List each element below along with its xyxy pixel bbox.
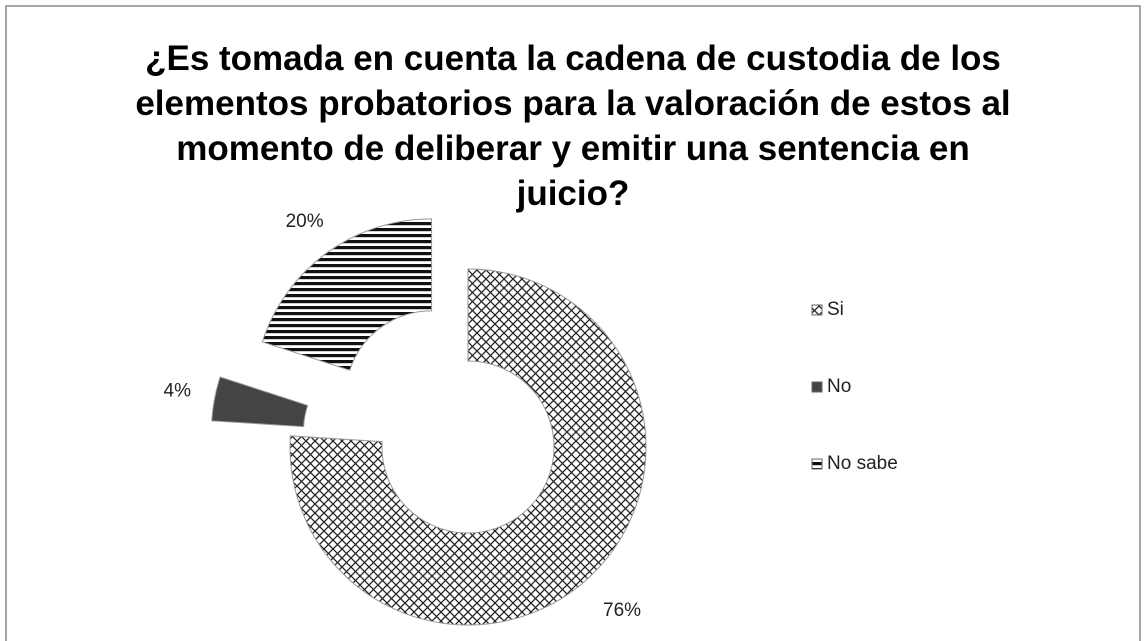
chart-title: ¿Es tomada en cuenta la cadena de custod… xyxy=(135,39,1011,213)
slice xyxy=(261,218,433,371)
chart-border xyxy=(5,5,1141,641)
slice xyxy=(211,376,309,428)
legend-marker xyxy=(811,304,823,316)
legend-label: No xyxy=(827,376,851,397)
value-label: 4% xyxy=(164,381,192,402)
legend-marker xyxy=(811,381,823,393)
slice xyxy=(289,268,647,626)
legend-label: No sabe xyxy=(827,453,898,474)
legend-label: Si xyxy=(827,299,844,320)
legend-marker xyxy=(811,458,823,470)
value-label: 20% xyxy=(286,211,324,232)
value-label: 76% xyxy=(603,600,641,621)
